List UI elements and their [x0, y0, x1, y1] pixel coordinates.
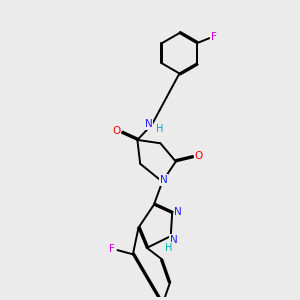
Text: N: N: [160, 175, 168, 185]
Text: F: F: [211, 32, 217, 42]
Text: N: N: [145, 119, 152, 130]
Text: F: F: [109, 244, 115, 254]
Text: O: O: [112, 126, 121, 136]
Text: N: N: [170, 235, 177, 245]
Text: O: O: [195, 151, 203, 161]
Text: H: H: [156, 124, 164, 134]
Text: N: N: [174, 207, 182, 217]
Text: H: H: [165, 243, 172, 253]
